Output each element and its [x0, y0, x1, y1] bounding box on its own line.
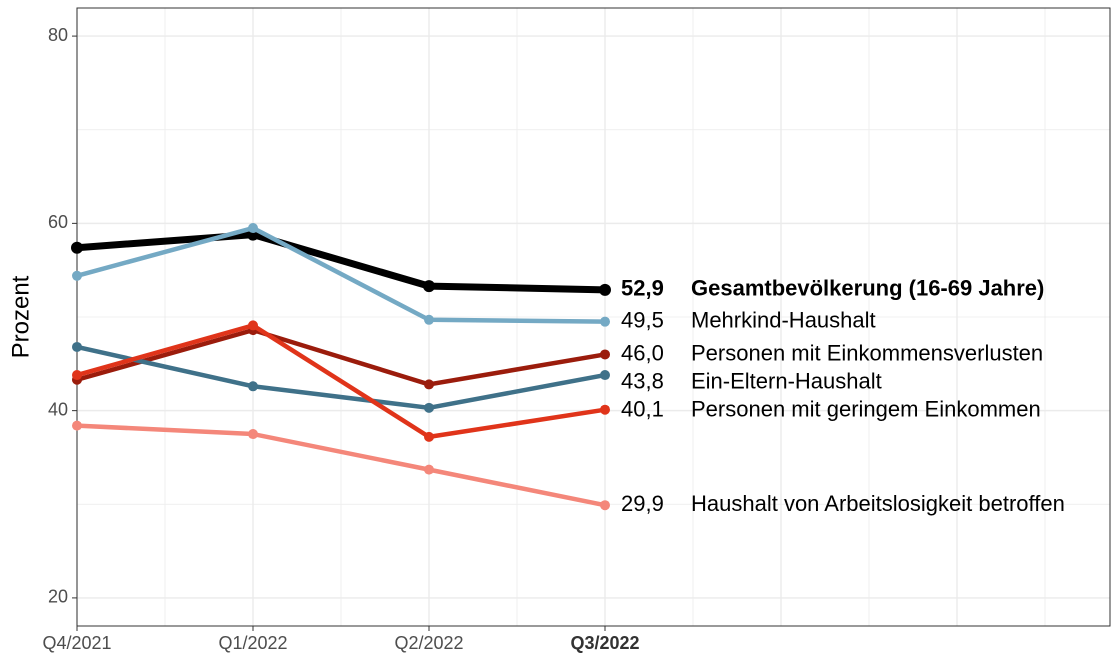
data-point	[424, 402, 434, 413]
series-label: Haushalt von Arbeitslosigkeit betroffen	[691, 491, 1065, 516]
data-point	[600, 500, 610, 511]
value-label: 52,9	[621, 276, 664, 301]
y-axis-title: Prozent	[7, 275, 34, 358]
data-point	[72, 420, 82, 431]
series-line	[76, 327, 606, 387]
data-point	[424, 314, 434, 325]
x-tick-label: Q1/2022	[218, 633, 287, 653]
series-label: Personen mit geringem Einkommen	[691, 396, 1041, 421]
y-tick-label: 20	[48, 587, 68, 607]
data-point	[424, 464, 434, 475]
series-line	[76, 225, 606, 324]
series-line	[76, 323, 606, 440]
data-point	[600, 349, 610, 360]
value-label: 29,9	[621, 491, 664, 516]
data-point	[424, 431, 434, 442]
data-point	[72, 341, 82, 352]
data-point	[600, 370, 610, 381]
y-tick-label: 40	[48, 399, 68, 419]
x-tick-label: Q2/2022	[394, 633, 463, 653]
value-label: 46,0	[621, 340, 664, 365]
series-label: Personen mit Einkommensverlusten	[691, 340, 1043, 365]
series-label: Mehrkind-Haushalt	[691, 307, 876, 332]
data-point	[424, 379, 434, 390]
data-point	[248, 223, 258, 234]
series-line	[76, 231, 606, 294]
value-label: 43,8	[621, 368, 664, 393]
series-label: Gesamtbevölkerung (16-69 Jahre)	[691, 276, 1044, 301]
plot-border	[76, 7, 1111, 627]
data-point	[600, 404, 610, 415]
data-point	[72, 370, 82, 381]
series-line	[76, 344, 606, 411]
data-point	[71, 241, 83, 254]
series-label: Ein-Eltern-Haushalt	[691, 368, 882, 393]
data-point	[248, 320, 258, 331]
y-tick-label: 60	[48, 212, 68, 232]
y-tick-label: 80	[48, 25, 68, 45]
x-tick-label: Q3/2022	[570, 633, 639, 653]
value-label: 49,5	[621, 307, 664, 332]
data-point	[423, 280, 435, 293]
data-point	[600, 316, 610, 327]
x-tick-label: Q4/2021	[42, 633, 111, 653]
data-point	[72, 270, 82, 281]
data-point	[248, 381, 258, 392]
data-point	[599, 283, 611, 296]
series-line	[76, 423, 606, 508]
value-label: 40,1	[621, 396, 664, 421]
data-point	[248, 429, 258, 440]
